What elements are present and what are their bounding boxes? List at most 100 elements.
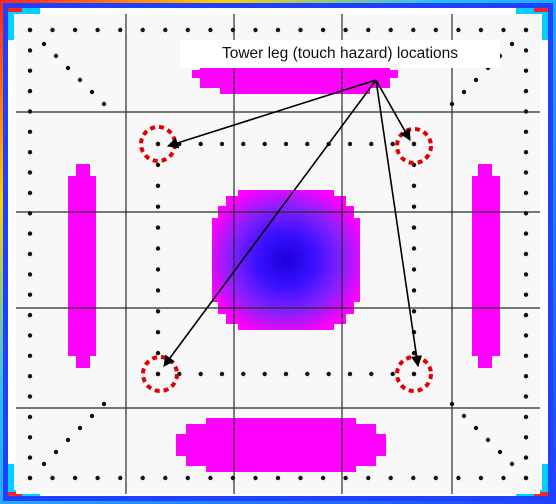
field-region-left bbox=[68, 164, 96, 368]
measurement-point-icon bbox=[501, 475, 506, 481]
measurement-point-icon bbox=[185, 475, 190, 481]
measurement-point-icon bbox=[155, 162, 161, 168]
measurement-point-icon bbox=[523, 455, 529, 460]
measurement-point-icon bbox=[456, 27, 461, 33]
measurement-point-icon bbox=[298, 27, 303, 33]
measurement-point-icon bbox=[411, 288, 417, 293]
measurement-point-icon bbox=[523, 150, 529, 155]
measurement-point-icon bbox=[343, 475, 348, 481]
measurement-point-icon bbox=[262, 141, 267, 147]
measurement-point-icon bbox=[50, 475, 55, 481]
measurement-point-icon bbox=[461, 89, 467, 95]
measurement-point-icon bbox=[388, 27, 393, 33]
measurement-point-icon bbox=[523, 435, 529, 440]
measurement-point-icon bbox=[369, 371, 374, 377]
measurement-point-icon bbox=[208, 27, 213, 33]
field-region-center bbox=[212, 190, 360, 330]
measurement-point-icon bbox=[433, 475, 438, 481]
measurement-point-icon bbox=[27, 374, 33, 379]
measurement-point-icon bbox=[523, 48, 529, 53]
measurement-point-icon bbox=[461, 413, 467, 419]
measurement-point-icon bbox=[241, 141, 246, 147]
measurement-point-icon bbox=[27, 272, 33, 277]
measurement-point-icon bbox=[53, 53, 59, 59]
measurement-point-icon bbox=[523, 190, 529, 196]
measurement-point-icon bbox=[283, 371, 289, 377]
measurement-point-icon bbox=[478, 27, 484, 33]
arrow-icon bbox=[166, 79, 377, 149]
measurement-point-icon bbox=[347, 371, 353, 377]
measurement-point-icon bbox=[343, 27, 348, 33]
measurement-point-icon bbox=[523, 333, 529, 338]
measurement-point-icon bbox=[298, 475, 303, 481]
measurement-point-icon bbox=[155, 350, 161, 356]
measurement-point-icon bbox=[305, 371, 310, 377]
measurement-point-icon bbox=[27, 312, 33, 318]
measurement-point-icon bbox=[27, 190, 33, 196]
measurement-point-icon bbox=[523, 272, 529, 277]
measurement-point-icon bbox=[411, 204, 417, 209]
measurement-point-icon bbox=[253, 475, 258, 481]
measurement-point-icon bbox=[262, 371, 267, 377]
measurement-point-icon bbox=[27, 27, 33, 33]
measurement-point-icon bbox=[390, 371, 395, 377]
measurement-point-icon bbox=[65, 65, 71, 71]
arrow-icon bbox=[163, 79, 377, 367]
measurement-point-icon bbox=[449, 101, 455, 107]
measurement-point-icon bbox=[27, 292, 33, 297]
measurement-point-icon bbox=[523, 374, 529, 379]
measurement-point-icon bbox=[155, 371, 161, 377]
measurement-point-icon bbox=[50, 27, 55, 33]
measurement-point-icon bbox=[140, 27, 145, 33]
measurement-point-icon bbox=[27, 211, 33, 216]
measurement-point-icon bbox=[27, 88, 33, 94]
annotation-label: Tower leg (touch hazard) locations bbox=[180, 40, 500, 68]
measurement-point-icon bbox=[523, 88, 529, 94]
measurement-point-icon bbox=[523, 231, 529, 236]
measurement-point-icon bbox=[118, 27, 123, 33]
measurement-point-icon bbox=[347, 141, 353, 147]
measurement-point-icon bbox=[523, 251, 529, 257]
measurement-point-icon bbox=[140, 475, 145, 481]
measurement-point-icon bbox=[155, 183, 161, 188]
measurement-point-icon bbox=[366, 27, 371, 33]
measurement-point-icon bbox=[219, 371, 225, 377]
measurement-point-icon bbox=[523, 211, 529, 216]
measurement-point-icon bbox=[523, 68, 529, 73]
measurement-point-icon bbox=[155, 267, 161, 272]
measurement-point-icon bbox=[369, 141, 374, 147]
measurement-point-icon bbox=[230, 475, 236, 481]
measurement-point-icon bbox=[27, 150, 33, 155]
measurement-point-icon bbox=[411, 371, 417, 377]
measurement-point-icon bbox=[27, 68, 33, 73]
measurement-point-icon bbox=[163, 27, 168, 33]
measurement-point-icon bbox=[411, 309, 417, 314]
hazard-circle-icon bbox=[395, 355, 433, 393]
measurement-point-icon bbox=[523, 292, 529, 297]
measurement-point-icon bbox=[478, 475, 484, 481]
measurement-point-icon bbox=[305, 141, 310, 147]
field-region-right bbox=[472, 164, 500, 368]
measurement-point-icon bbox=[388, 475, 393, 481]
hazard-circle-icon bbox=[141, 355, 179, 393]
measurement-point-icon bbox=[253, 27, 258, 33]
measurement-point-icon bbox=[320, 27, 326, 33]
measurement-point-icon bbox=[523, 475, 529, 481]
measurement-point-icon bbox=[155, 309, 161, 314]
measurement-point-icon bbox=[27, 170, 33, 175]
measurement-point-icon bbox=[27, 129, 33, 134]
measurement-point-icon bbox=[208, 475, 213, 481]
measurement-point-icon bbox=[155, 141, 161, 147]
measurement-point-icon bbox=[27, 455, 33, 460]
measurement-point-icon bbox=[27, 414, 33, 420]
measurement-point-icon bbox=[449, 401, 455, 407]
measurement-point-icon bbox=[155, 246, 161, 251]
measurement-point-icon bbox=[473, 425, 479, 431]
measurement-point-icon bbox=[163, 475, 168, 481]
measurement-point-icon bbox=[523, 109, 529, 114]
measurement-point-icon bbox=[411, 225, 417, 230]
measurement-point-icon bbox=[89, 89, 95, 95]
measurement-point-icon bbox=[118, 475, 123, 481]
measurement-point-icon bbox=[27, 109, 33, 114]
